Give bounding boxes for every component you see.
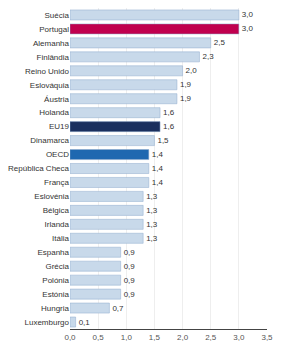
svg-text:1,6: 1,6 (163, 122, 175, 131)
svg-text:1,4: 1,4 (152, 164, 164, 173)
svg-text:0,9: 0,9 (124, 262, 136, 271)
svg-text:Estónia: Estónia (42, 290, 69, 299)
svg-text:Hungria: Hungria (41, 304, 70, 313)
svg-text:Luxemburgo: Luxemburgo (25, 318, 70, 327)
svg-text:França: França (44, 178, 69, 187)
svg-text:0,7: 0,7 (112, 304, 124, 313)
svg-text:Bélgica: Bélgica (43, 206, 70, 215)
svg-text:Itália: Itália (52, 234, 69, 243)
svg-text:3,0: 3,0 (233, 333, 245, 342)
svg-text:0,9: 0,9 (124, 248, 136, 257)
svg-text:1,4: 1,4 (152, 178, 164, 187)
svg-text:0,0: 0,0 (64, 333, 76, 342)
svg-text:1,3: 1,3 (146, 220, 158, 229)
svg-text:Polónia: Polónia (42, 276, 69, 285)
svg-text:0,5: 0,5 (93, 333, 105, 342)
svg-text:2,0: 2,0 (186, 66, 198, 75)
svg-text:República Checa: República Checa (8, 164, 69, 173)
svg-text:2,5: 2,5 (205, 333, 217, 342)
svg-text:2,3: 2,3 (202, 52, 214, 61)
svg-text:Eslováquia: Eslováquia (30, 81, 70, 90)
svg-text:1,9: 1,9 (180, 80, 192, 89)
svg-text:OECD: OECD (46, 150, 69, 159)
svg-text:1,3: 1,3 (146, 206, 158, 215)
svg-text:Holanda: Holanda (39, 108, 69, 117)
svg-text:2,5: 2,5 (214, 38, 226, 47)
svg-text:Finlândia: Finlândia (37, 53, 70, 62)
svg-text:Grécia: Grécia (45, 262, 69, 271)
svg-text:Espanha: Espanha (37, 248, 69, 257)
svg-text:1,5: 1,5 (157, 136, 169, 145)
svg-text:Dinamarca: Dinamarca (30, 136, 69, 145)
svg-text:Suécia: Suécia (45, 11, 70, 20)
svg-text:0,9: 0,9 (124, 276, 136, 285)
svg-text:Alemanha: Alemanha (33, 39, 70, 48)
svg-text:1,0: 1,0 (121, 333, 133, 342)
svg-text:Eslovénia: Eslovénia (34, 192, 69, 201)
svg-text:1,5: 1,5 (149, 333, 161, 342)
svg-text:0,1: 0,1 (79, 318, 91, 327)
svg-text:Reino Unido: Reino Unido (25, 67, 70, 76)
svg-text:0,9: 0,9 (124, 290, 136, 299)
svg-text:3,0: 3,0 (242, 24, 254, 33)
svg-text:EU19: EU19 (49, 122, 70, 131)
svg-text:1,3: 1,3 (146, 234, 158, 243)
svg-text:1,4: 1,4 (152, 150, 164, 159)
svg-text:3,0: 3,0 (242, 10, 254, 19)
svg-text:1,6: 1,6 (163, 108, 175, 117)
svg-text:2,0: 2,0 (177, 333, 189, 342)
svg-text:1,9: 1,9 (180, 94, 192, 103)
svg-text:Portugal: Portugal (39, 25, 69, 34)
svg-text:3,5: 3,5 (261, 333, 273, 342)
svg-text:Áustria: Áustria (44, 95, 69, 104)
svg-text:1,3: 1,3 (146, 192, 158, 201)
svg-text:Irlanda: Irlanda (45, 220, 70, 229)
